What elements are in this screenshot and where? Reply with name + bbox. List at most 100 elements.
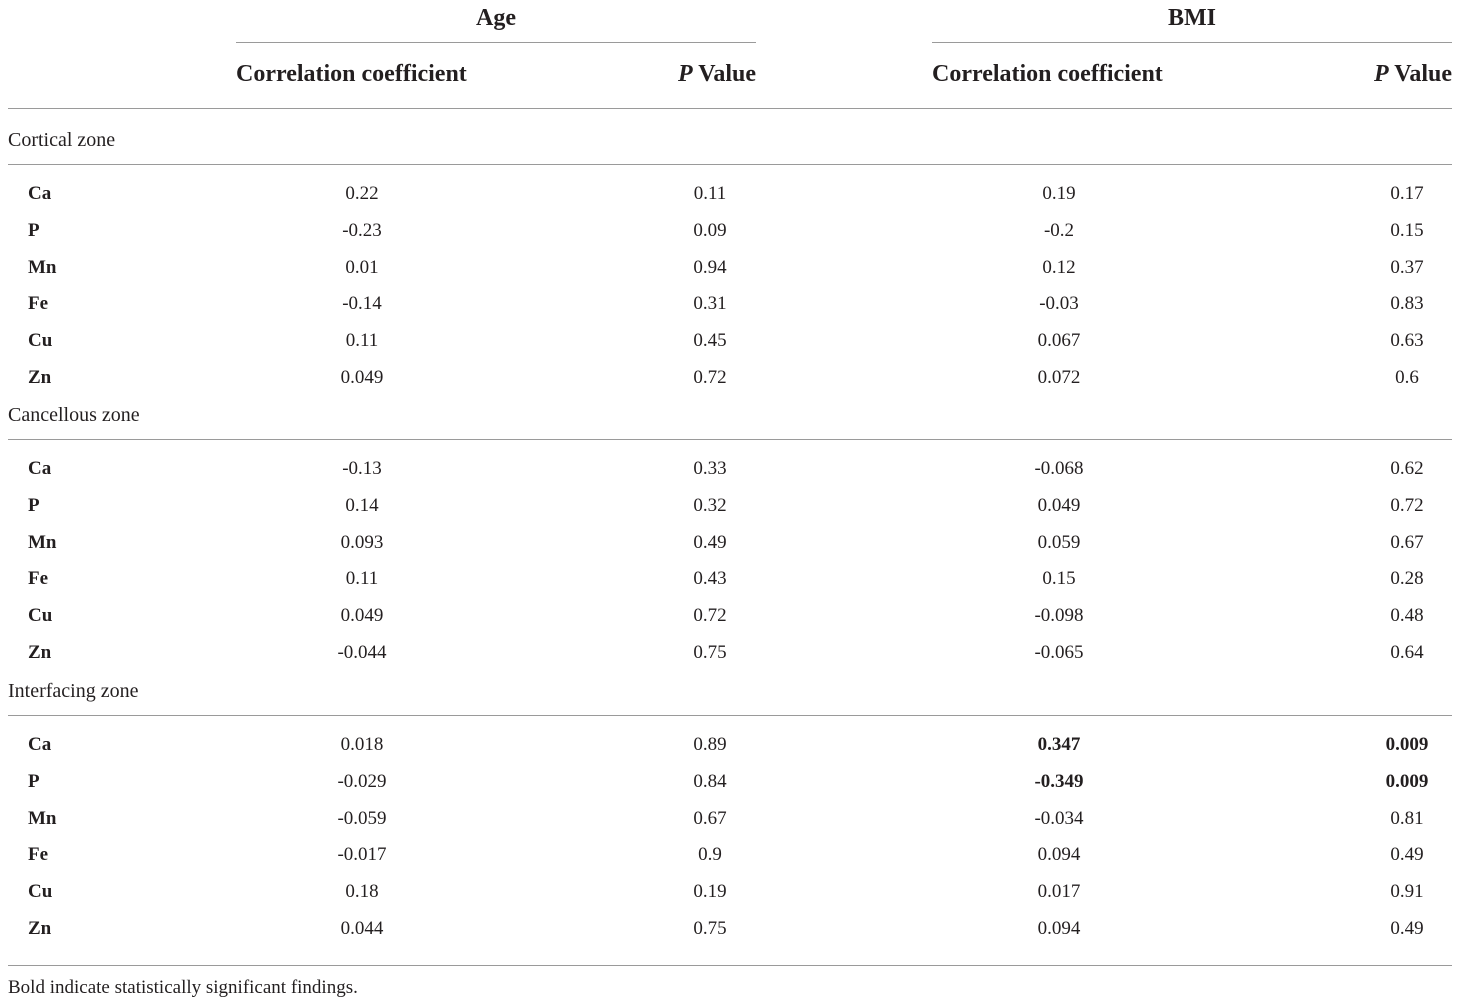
table-row: Fe -0.017 0.9 0.094 0.49: [8, 837, 1452, 873]
bmi-corr-cell: -0.349: [1034, 770, 1084, 792]
bmi-corr-cell: 0.049: [1037, 494, 1081, 516]
bmi-p-cell: 0.63: [1390, 330, 1424, 352]
table-row: Fe -0.14 0.31 -0.03 0.83: [8, 286, 1452, 322]
group-header-age: Age: [476, 5, 516, 31]
age-corr-cell: -0.23: [342, 219, 382, 241]
bmi-p-cell: 0.49: [1390, 918, 1424, 939]
table-row: Ca -0.13 0.33 -0.068 0.62: [8, 451, 1452, 487]
age-corr-cell: -0.044: [337, 642, 387, 663]
table-row: P -0.029 0.84 -0.349 0.009: [8, 764, 1452, 800]
bmi-p-cell: 0.62: [1390, 458, 1424, 479]
age-corr-header: Correlation coefficient: [236, 61, 467, 87]
bmi-p-cell: 0.83: [1390, 293, 1424, 315]
age-p-cell: 0.19: [693, 881, 727, 903]
age-corr-cell: -0.029: [337, 770, 387, 792]
section-rule: [8, 164, 1452, 165]
bmi-p-cell: 0.91: [1390, 881, 1424, 903]
bmi-corr-cell: 0.15: [1042, 568, 1076, 590]
bmi-corr-cell: -0.065: [1034, 642, 1084, 663]
bmi-corr-cell: -0.2: [1043, 219, 1075, 241]
age-corr-cell: 0.01: [345, 256, 379, 278]
element-cell: Mn: [28, 256, 57, 278]
age-corr-cell: 0.018: [340, 734, 384, 755]
table-row: Cu 0.18 0.19 0.017 0.91: [8, 874, 1452, 910]
bmi-p-cell: 0.67: [1390, 531, 1424, 553]
element-cell: Cu: [28, 605, 53, 627]
bmi-corr-cell: 0.072: [1037, 367, 1081, 388]
section-rule: [8, 439, 1452, 440]
age-p-cell: 0.75: [693, 642, 727, 663]
age-corr-cell: 0.11: [345, 330, 379, 352]
group-rule-age: [236, 42, 756, 43]
age-p-cell: 0.43: [693, 568, 727, 590]
element-cell: P: [28, 219, 40, 241]
element-cell: Zn: [28, 918, 52, 939]
age-p-cell: 0.89: [693, 734, 727, 755]
element-cell: Zn: [28, 367, 52, 388]
element-cell: Fe: [28, 293, 49, 315]
age-p-cell: 0.72: [693, 367, 727, 388]
bmi-p-cell: 0.17: [1390, 183, 1424, 204]
bmi-p-cell: 0.64: [1390, 642, 1424, 663]
header-bottom-rule: [8, 108, 1452, 109]
age-corr-cell: 0.044: [340, 918, 384, 939]
group-header-bmi: BMI: [1168, 5, 1216, 31]
bmi-p-cell: 0.81: [1390, 807, 1424, 829]
age-p-cell: 0.11: [693, 183, 727, 204]
element-cell: Ca: [28, 458, 52, 479]
element-cell: P: [28, 770, 40, 792]
bmi-corr-header: Correlation coefficient: [932, 61, 1163, 87]
age-corr-cell: -0.059: [337, 807, 387, 829]
age-corr-cell: 0.18: [345, 881, 379, 903]
section-label: Cancellous zone: [8, 404, 140, 426]
table-row: Zn 0.049 0.72 0.072 0.6: [8, 360, 1452, 396]
bmi-corr-cell: -0.034: [1034, 807, 1084, 829]
table-row: P 0.14 0.32 0.049 0.72: [8, 488, 1452, 524]
section-label: Cortical zone: [8, 129, 116, 151]
bmi-pvalue-header: P Value: [1373, 61, 1452, 87]
age-p-cell: 0.84: [693, 770, 727, 792]
age-pvalue-header: P Value: [677, 61, 756, 87]
age-p-cell: 0.49: [693, 531, 727, 553]
element-cell: Ca: [28, 183, 52, 204]
table-row: Zn 0.044 0.75 0.094 0.49: [8, 911, 1452, 947]
age-p-cell: 0.72: [693, 605, 727, 627]
table-row: Fe 0.11 0.43 0.15 0.28: [8, 561, 1452, 597]
age-p-cell: 0.9: [698, 844, 722, 866]
section-rule: [8, 715, 1452, 716]
element-cell: Mn: [28, 807, 57, 829]
table-row: Ca 0.22 0.11 0.19 0.17: [8, 176, 1452, 212]
bmi-corr-cell: -0.098: [1034, 605, 1084, 627]
bmi-corr-cell: -0.068: [1034, 458, 1084, 479]
age-p-cell: 0.32: [693, 494, 727, 516]
age-p-cell: 0.75: [693, 918, 727, 939]
element-cell: P: [28, 494, 40, 516]
bmi-corr-cell: 0.094: [1037, 844, 1081, 866]
age-corr-cell: -0.14: [342, 293, 382, 315]
bmi-corr-cell: 0.19: [1042, 183, 1076, 204]
table-footnote: Bold indicate statistically significant …: [8, 977, 358, 998]
bmi-p-cell: 0.009: [1385, 770, 1429, 792]
bmi-corr-cell: 0.347: [1037, 734, 1081, 755]
bmi-p-cell: 0.6: [1395, 367, 1419, 388]
bmi-corr-cell: 0.12: [1042, 256, 1076, 278]
age-p-cell: 0.09: [693, 219, 727, 241]
table-row: Zn -0.044 0.75 -0.065 0.64: [8, 635, 1452, 671]
element-cell: Zn: [28, 642, 52, 663]
bmi-corr-cell: 0.017: [1037, 881, 1081, 903]
table-bottom-rule: [8, 965, 1452, 966]
age-corr-cell: 0.049: [340, 367, 384, 388]
bmi-p-cell: 0.009: [1385, 734, 1429, 755]
element-cell: Fe: [28, 844, 49, 866]
age-corr-cell: -0.13: [342, 458, 382, 479]
age-corr-cell: 0.22: [345, 183, 379, 204]
element-cell: Mn: [28, 531, 57, 553]
element-cell: Cu: [28, 330, 53, 352]
element-cell: Ca: [28, 734, 52, 755]
bmi-p-cell: 0.28: [1390, 568, 1424, 590]
bmi-corr-cell: 0.067: [1037, 330, 1081, 352]
table-row: P -0.23 0.09 -0.2 0.15: [8, 213, 1452, 249]
table-row: Mn -0.059 0.67 -0.034 0.81: [8, 801, 1452, 837]
bmi-corr-cell: 0.094: [1037, 918, 1081, 939]
table-row: Ca 0.018 0.89 0.347 0.009: [8, 727, 1452, 763]
